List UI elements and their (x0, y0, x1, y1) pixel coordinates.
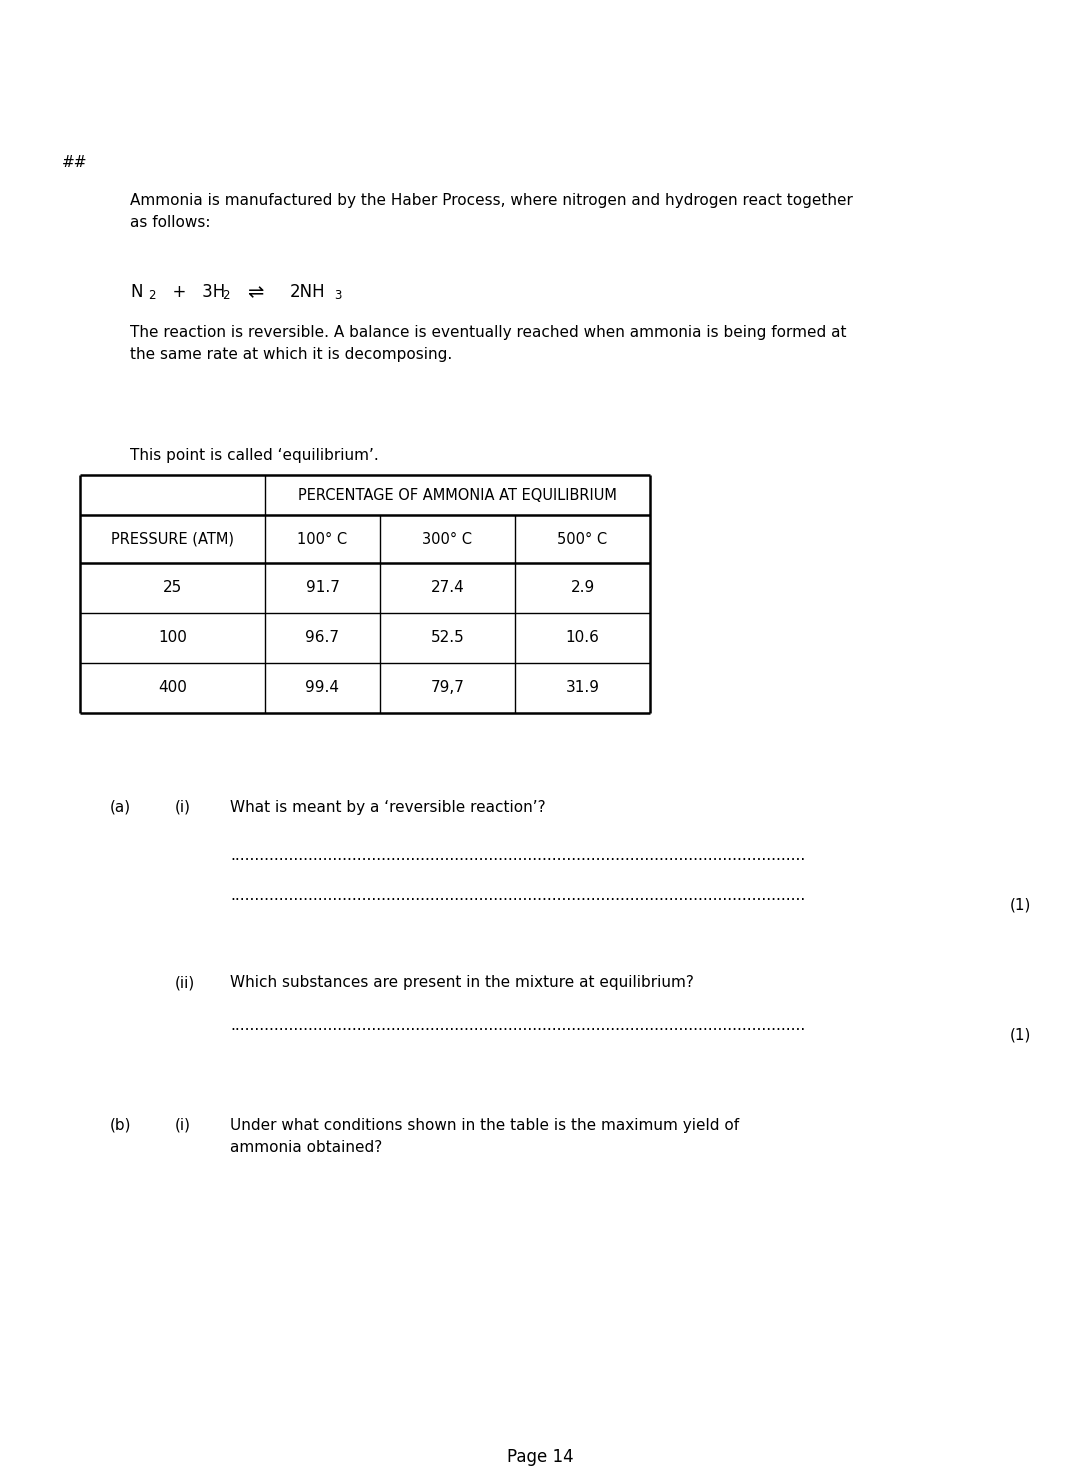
Text: 25: 25 (163, 581, 183, 596)
Text: ##: ## (62, 155, 87, 170)
Text: 500° C: 500° C (557, 531, 608, 547)
Text: 300° C: 300° C (422, 531, 473, 547)
Text: Page 14: Page 14 (507, 1448, 573, 1466)
Text: (ii): (ii) (175, 975, 195, 990)
Text: 2: 2 (222, 289, 229, 302)
Text: ⇌: ⇌ (247, 283, 264, 302)
Text: ................................................................................: ........................................… (230, 848, 806, 863)
Text: (i): (i) (175, 1118, 191, 1133)
Text: +   3H: + 3H (162, 283, 226, 301)
Text: 100° C: 100° C (297, 531, 348, 547)
Text: 3: 3 (334, 289, 341, 302)
Text: ................................................................................: ........................................… (230, 1018, 806, 1032)
Text: N: N (130, 283, 143, 301)
Text: 52.5: 52.5 (431, 630, 464, 646)
Text: (i): (i) (175, 799, 191, 816)
Text: 10.6: 10.6 (566, 630, 599, 646)
Text: (b): (b) (110, 1118, 132, 1133)
Text: (1): (1) (1010, 1028, 1031, 1043)
Text: 79,7: 79,7 (431, 680, 464, 696)
Text: 99.4: 99.4 (306, 680, 339, 696)
Text: (a): (a) (110, 799, 131, 816)
Text: (1): (1) (1010, 898, 1031, 913)
Text: What is meant by a ‘reversible reaction’?: What is meant by a ‘reversible reaction’… (230, 799, 545, 816)
Text: Under what conditions shown in the table is the maximum yield of
ammonia obtaine: Under what conditions shown in the table… (230, 1118, 739, 1155)
Text: Ammonia is manufactured by the Haber Process, where nitrogen and hydrogen react : Ammonia is manufactured by the Haber Pro… (130, 193, 853, 230)
Text: PERCENTAGE OF AMMONIA AT EQUILIBRIUM: PERCENTAGE OF AMMONIA AT EQUILIBRIUM (298, 488, 617, 503)
Text: 91.7: 91.7 (306, 581, 339, 596)
Text: Which substances are present in the mixture at equilibrium?: Which substances are present in the mixt… (230, 975, 693, 990)
Text: 2.9: 2.9 (570, 581, 595, 596)
Text: 31.9: 31.9 (566, 680, 599, 696)
Text: 2: 2 (148, 289, 156, 302)
Text: 2NH: 2NH (291, 283, 326, 301)
Text: This point is called ‘equilibrium’.: This point is called ‘equilibrium’. (130, 448, 379, 463)
Text: 100: 100 (158, 630, 187, 646)
Text: 96.7: 96.7 (306, 630, 339, 646)
Text: ................................................................................: ........................................… (230, 888, 806, 903)
Text: The reaction is reversible. A balance is eventually reached when ammonia is bein: The reaction is reversible. A balance is… (130, 324, 847, 363)
Text: PRESSURE (ATM): PRESSURE (ATM) (111, 531, 234, 547)
Text: 400: 400 (158, 680, 187, 696)
Text: 27.4: 27.4 (431, 581, 464, 596)
